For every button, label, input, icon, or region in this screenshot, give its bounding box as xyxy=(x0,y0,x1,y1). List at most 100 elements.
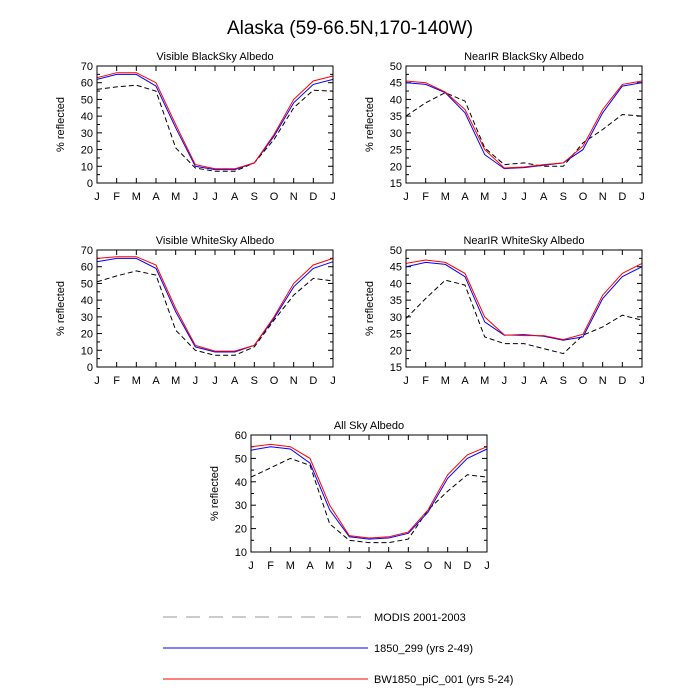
x-tick-label: J xyxy=(403,191,409,203)
y-tick-label: 20 xyxy=(390,161,402,173)
chart-panel-3: Visible WhiteSky Albedo % reflected 0 10 20 3… xyxy=(55,235,336,387)
x-tick-label: S xyxy=(251,375,258,387)
x-tick-label: J xyxy=(193,375,199,387)
plot-frame xyxy=(250,434,488,553)
y-tick-label: 15 xyxy=(390,178,402,190)
x-tick-label: F xyxy=(113,191,120,203)
x-tick-label: A xyxy=(540,375,548,387)
x-tick-label: J xyxy=(484,560,490,572)
y-tick-label: 50 xyxy=(390,245,402,257)
y-tick-label: 0 xyxy=(87,178,93,190)
y-tick-label: 45 xyxy=(390,262,402,274)
x-tick-label: M xyxy=(325,560,334,572)
y-tick-label: 40 xyxy=(81,111,93,123)
y-tick-label: 70 xyxy=(81,61,93,73)
x-tick-label: N xyxy=(290,191,298,203)
y-tick-label: 50 xyxy=(390,61,402,73)
legend-label: 1850_299 (yrs 2-49) xyxy=(374,643,473,655)
y-axis-label: % reflected xyxy=(55,281,67,336)
chart-title: Visible WhiteSky Albedo xyxy=(156,235,274,247)
x-tick-label: J xyxy=(403,375,409,387)
y-axis-label: % reflected xyxy=(209,466,221,521)
x-tick-label: M xyxy=(480,191,489,203)
series-line-1850-299-yrs-2-49- xyxy=(96,257,334,353)
x-tick-label: M xyxy=(171,375,180,387)
y-tick-label: 40 xyxy=(390,278,402,290)
y-tick-label: 25 xyxy=(390,145,402,157)
y-tick-label: 60 xyxy=(81,78,93,90)
chart-title: NearIR BlackSky Albedo xyxy=(464,51,584,63)
x-tick-label: A xyxy=(306,560,314,572)
x-tick-label: J xyxy=(212,191,218,203)
chart-title: NearIR WhiteSky Albedo xyxy=(463,235,584,247)
series-line-bw1850-pic-001-yrs-5-24- xyxy=(96,256,334,352)
chart-panels: Visible BlackSky Albedo % reflected 0 10 20 3… xyxy=(55,51,645,572)
x-tick-label: J xyxy=(639,191,645,203)
x-tick-label: S xyxy=(560,191,567,203)
y-tick-label: 40 xyxy=(390,94,402,106)
x-tick-label: S xyxy=(251,191,258,203)
y-tick-label: 50 xyxy=(81,94,93,106)
x-tick-label: J xyxy=(212,375,218,387)
series-line-modis-2001-2003 xyxy=(96,270,334,356)
x-tick-label: M xyxy=(171,191,180,203)
y-tick-label: 35 xyxy=(390,111,402,123)
x-tick-label: J xyxy=(502,375,508,387)
x-tick-label: D xyxy=(463,560,471,572)
y-tick-label: 20 xyxy=(235,524,247,536)
chart-panel-2: NearIR BlackSky Albedo % reflected 15 20 25 3… xyxy=(364,51,645,203)
y-axis-label: % reflected xyxy=(55,97,67,152)
y-tick-label: 25 xyxy=(390,329,402,341)
series-line-1850-299-yrs-2-49- xyxy=(405,82,643,170)
x-tick-label: D xyxy=(618,191,626,203)
x-tick-label: J xyxy=(366,560,372,572)
x-tick-label: J xyxy=(330,375,336,387)
page-title: Alaska (59-66.5N,170-140W) xyxy=(227,18,473,39)
x-tick-label: A xyxy=(231,375,239,387)
series-line-bw1850-pic-001-yrs-5-24- xyxy=(405,259,643,341)
x-tick-label: J xyxy=(248,560,254,572)
x-tick-label: N xyxy=(290,375,298,387)
chart-title: All Sky Albedo xyxy=(334,420,404,432)
y-tick-label: 0 xyxy=(87,362,93,374)
y-tick-label: 15 xyxy=(390,362,402,374)
y-tick-label: 40 xyxy=(235,477,247,489)
series-line-bw1850-pic-001-yrs-5-24- xyxy=(96,72,334,170)
y-tick-label: 50 xyxy=(235,453,247,465)
y-tick-label: 20 xyxy=(81,145,93,157)
chart-panel-4: NearIR WhiteSky Albedo % reflected 15 20 25 3… xyxy=(364,235,645,387)
y-tick-label: 70 xyxy=(81,245,93,257)
y-tick-label: 30 xyxy=(390,128,402,140)
x-tick-label: A xyxy=(385,560,393,572)
x-tick-label: J xyxy=(347,560,353,572)
y-tick-label: 60 xyxy=(235,430,247,442)
x-tick-label: M xyxy=(480,375,489,387)
x-tick-label: A xyxy=(231,191,239,203)
y-tick-label: 50 xyxy=(81,278,93,290)
plot-frame xyxy=(96,249,334,368)
x-tick-label: N xyxy=(444,560,452,572)
series-line-1850-299-yrs-2-49- xyxy=(405,261,643,341)
y-tick-label: 10 xyxy=(81,161,93,173)
x-tick-label: N xyxy=(599,191,607,203)
x-tick-label: M xyxy=(441,191,450,203)
legend: MODIS 2001-2003 1850_299 (yrs 2-49) BW1850… xyxy=(163,612,513,686)
x-tick-label: F xyxy=(267,560,274,572)
plot-frame xyxy=(96,65,334,184)
x-tick-label: M xyxy=(132,191,141,203)
y-tick-label: 45 xyxy=(390,78,402,90)
x-tick-label: M xyxy=(441,375,450,387)
x-tick-label: O xyxy=(424,560,433,572)
chart-panel-1: Visible BlackSky Albedo % reflected 0 10 20 3… xyxy=(55,51,336,203)
y-tick-label: 30 xyxy=(81,312,93,324)
y-tick-label: 30 xyxy=(81,128,93,140)
y-tick-label: 20 xyxy=(81,329,93,341)
y-tick-label: 10 xyxy=(81,345,93,357)
x-tick-label: J xyxy=(193,191,199,203)
y-tick-label: 60 xyxy=(81,262,93,274)
x-tick-label: S xyxy=(560,375,567,387)
series-line-modis-2001-2003 xyxy=(96,84,334,172)
y-axis-label: % reflected xyxy=(364,281,376,336)
x-tick-label: J xyxy=(330,191,336,203)
